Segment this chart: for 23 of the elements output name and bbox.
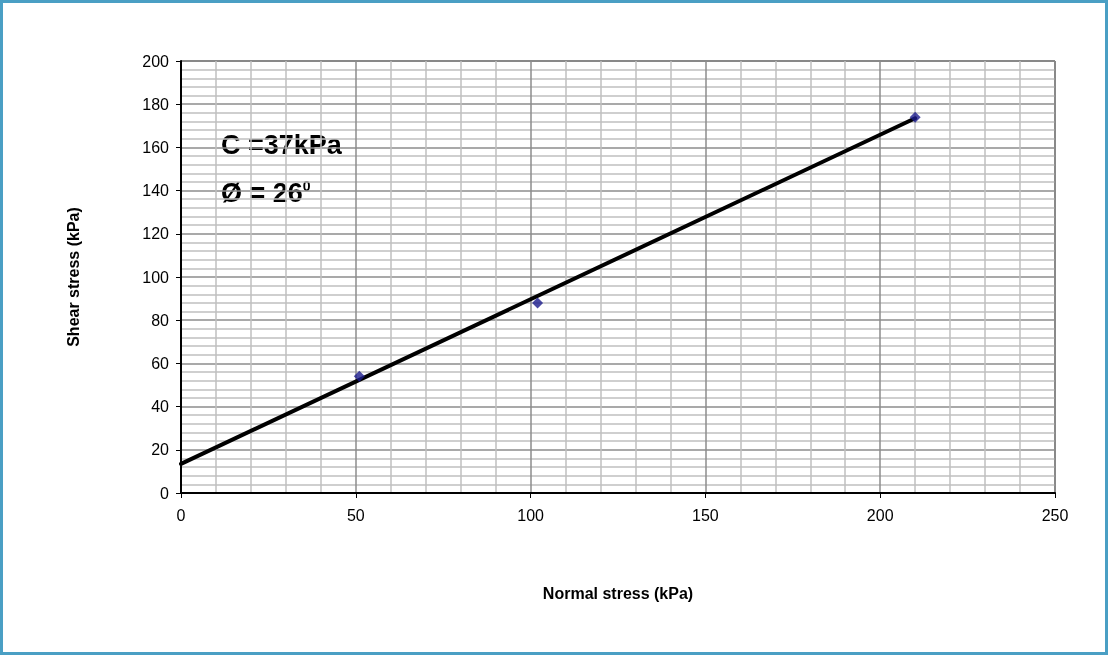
- x-tick-label: 50: [346, 506, 365, 524]
- y-tick-label: 120: [142, 225, 170, 243]
- y-tick-label: 0: [160, 484, 170, 502]
- point: [532, 297, 544, 309]
- y-tick-label: 200: [142, 52, 170, 70]
- x-tick-label: 100: [517, 506, 545, 524]
- x-tick-label: 0: [176, 506, 186, 524]
- x-axis-title: Normal stress (kPa): [542, 584, 694, 602]
- point: [909, 111, 921, 123]
- y-tick-label: 40: [151, 398, 170, 416]
- y-tick-label: 180: [142, 95, 170, 113]
- y-tick-label: 100: [142, 268, 170, 286]
- x-tick-label: 150: [692, 506, 719, 524]
- x-tick-label: 250: [1041, 506, 1069, 524]
- y-axis-title: Shear stress (kPa): [64, 207, 82, 347]
- x-tick-label: 200: [866, 506, 894, 524]
- y-tick-label: 160: [142, 138, 170, 156]
- y-tick-label: 60: [151, 354, 170, 372]
- y-tick-label: 80: [151, 311, 170, 329]
- point: [353, 370, 365, 382]
- y-tick-label: 140: [142, 182, 170, 200]
- y-tick-label: 20: [151, 441, 170, 459]
- annotation: C =37kPa: [221, 129, 343, 160]
